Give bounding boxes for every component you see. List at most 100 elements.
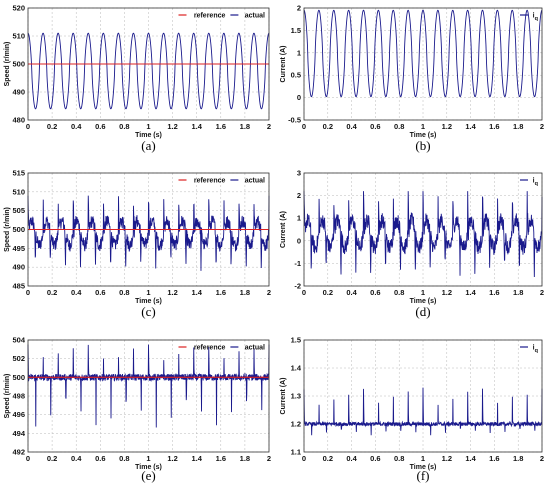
- x-tick-label: 1.8: [513, 454, 523, 463]
- y-tick-label: 0: [297, 236, 301, 245]
- y-tick-label: 504: [12, 336, 25, 345]
- y-tick-label: 0.5: [291, 71, 301, 80]
- x-tick-label: 1.8: [513, 122, 523, 131]
- y-tick-label: 2: [297, 191, 301, 200]
- chart-panel-3: 0 0.2 0.4 0.6 0.8 1 1.2 1.4 1.6 1.8 2 485 490 495 500 5…: [4, 169, 271, 320]
- chart-panel-2: 0 0.2 0.4 0.6 0.8 1 1.2 1.4 1.6 1.8 2-0.500.511.52…: [280, 4, 544, 154]
- x-tick-label: 0.6: [95, 454, 105, 463]
- axes-frame: [27, 339, 270, 453]
- y-axis-label: Speed (r/min): [4, 207, 11, 252]
- y-tick-label: 510: [12, 32, 25, 41]
- x-tick-label: 1.8: [513, 288, 523, 297]
- legend: actual reference: [178, 178, 265, 185]
- y-tick-label: 1.1: [291, 448, 301, 457]
- y-tick-label: 1: [297, 48, 301, 57]
- legend: iq: [520, 345, 538, 354]
- y-axis-label: Current (A): [280, 378, 287, 415]
- x-axis-label: Time (s): [410, 132, 437, 139]
- legend: iq: [520, 13, 538, 23]
- x-tick-label: 0.4: [346, 122, 357, 131]
- x-tick-label: 1: [421, 454, 425, 463]
- x-tick-label: 0: [26, 288, 30, 297]
- x-tick-label: 1: [421, 122, 425, 131]
- legend-label-reference: reference: [194, 345, 226, 352]
- legend: actual reference: [178, 345, 265, 352]
- y-tick-label: 510: [12, 187, 25, 196]
- y-tick-label: -1: [294, 259, 301, 268]
- y-tick-label: 480: [12, 116, 25, 125]
- x-tick-label: 1.2: [167, 288, 177, 297]
- chart-panel-1: 0 0.2 0.4 0.6 0.8 1 1.2 1.4 1.6 1.8 2 480 490 500 510 5…: [4, 4, 271, 154]
- x-tick-label: 1: [421, 288, 425, 297]
- y-tick-label: 0: [297, 93, 301, 102]
- x-tick-label: 1.2: [442, 122, 452, 131]
- x-tick-label: 0.8: [394, 288, 404, 297]
- x-tick-label: 1.6: [216, 454, 226, 463]
- x-tick-label: 1.4: [465, 454, 476, 463]
- x-tick-label: 1.2: [167, 454, 177, 463]
- legend-label-reference: reference: [194, 13, 226, 20]
- panel-caption: (d): [415, 304, 430, 319]
- chart-panel-6: 0 0.2 0.4 0.6 0.8 1 1.2 1.4 1.6 1.8 2 1.1 1.2 1.3 1.4 1…: [280, 336, 544, 484]
- y-tick-label: 1.4: [291, 364, 302, 373]
- y-tick-label: 496: [12, 410, 25, 419]
- x-tick-label: 1.6: [489, 288, 499, 297]
- x-tick-label: 1.6: [489, 122, 499, 131]
- y-tick-label: 500: [12, 225, 25, 234]
- axes-frame: [303, 7, 543, 121]
- legend-label-actual: actual: [245, 13, 265, 20]
- y-tick-label: 500: [12, 373, 25, 382]
- y-tick-label: 485: [12, 282, 25, 291]
- x-axis-label: Time (s): [135, 298, 162, 305]
- x-tick-label: 2: [540, 288, 544, 297]
- y-axis-label: Current (A): [280, 46, 287, 83]
- x-tick-label: 1: [146, 288, 150, 297]
- x-axis-label: Time (s): [410, 464, 437, 471]
- x-tick-label: 1.6: [489, 454, 499, 463]
- y-tick-label: 1: [297, 214, 301, 223]
- panel-caption: (c): [141, 304, 155, 319]
- x-tick-label: 1.8: [240, 454, 250, 463]
- series-line-actual: [27, 344, 270, 428]
- panel-caption: (f): [417, 468, 430, 483]
- x-tick-label: 0.4: [71, 454, 82, 463]
- axes-frame: [303, 172, 543, 287]
- x-tick-label: 0.2: [323, 122, 333, 131]
- panel-caption: (a): [141, 138, 155, 153]
- x-tick-label: 0: [302, 122, 306, 131]
- x-tick-label: 0.2: [47, 288, 57, 297]
- y-tick-label: 500: [12, 60, 25, 69]
- x-tick-label: 2: [267, 288, 271, 297]
- y-tick-label: 1.5: [291, 26, 301, 35]
- x-tick-label: 0.8: [119, 288, 129, 297]
- x-tick-label: 2: [267, 454, 271, 463]
- series-line-actual: [27, 32, 270, 110]
- x-tick-label: 0.8: [119, 454, 129, 463]
- y-tick-label: 515: [12, 169, 25, 178]
- x-tick-label: 1.2: [442, 288, 452, 297]
- x-tick-label: 1.4: [465, 122, 476, 131]
- x-tick-label: 0: [26, 454, 30, 463]
- x-axis-label: Time (s): [410, 298, 437, 305]
- x-tick-label: 0: [26, 122, 30, 131]
- legend-label-iq: iq: [533, 13, 538, 23]
- legend-label-actual: actual: [245, 178, 265, 185]
- x-tick-label: 0.6: [370, 454, 380, 463]
- y-tick-label: 1.5: [291, 336, 301, 345]
- series-line-iq: [303, 9, 543, 98]
- y-tick-label: 490: [12, 263, 25, 272]
- legend-label-reference: reference: [194, 178, 226, 185]
- series-line-iq: [303, 387, 543, 436]
- y-axis-label: Current (A): [280, 211, 287, 248]
- y-tick-label: 505: [12, 206, 25, 215]
- y-tick-label: 520: [12, 4, 25, 13]
- x-tick-label: 0: [302, 454, 306, 463]
- legend-label-actual: actual: [245, 345, 265, 352]
- x-tick-label: 0.4: [71, 122, 82, 131]
- x-tick-label: 0.6: [95, 122, 105, 131]
- chart-panel-4: 0 0.2 0.4 0.6 0.8 1 1.2 1.4 1.6 1.8 2 -2 -1 0 1 2 3 Time …: [280, 169, 544, 320]
- y-tick-label: -0.5: [288, 116, 301, 125]
- x-tick-label: 1.8: [240, 122, 250, 131]
- y-tick-label: 2: [297, 4, 301, 13]
